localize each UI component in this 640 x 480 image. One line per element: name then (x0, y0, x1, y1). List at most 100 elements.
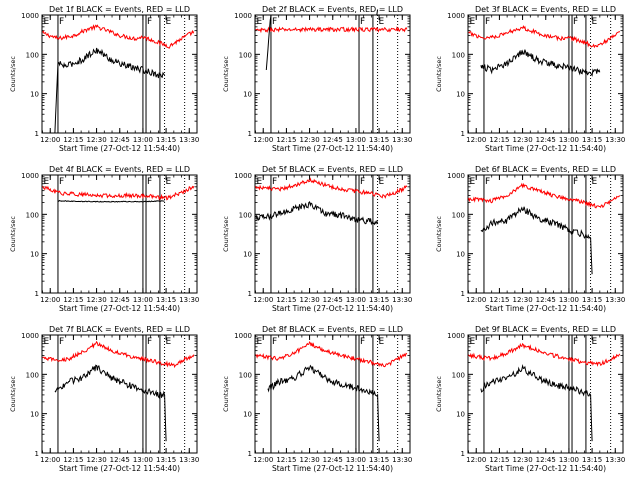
x-tick-label: 13:00 (133, 456, 153, 464)
y-tick-label: 1 (461, 290, 465, 298)
flag-marker: F (573, 337, 578, 347)
x-tick-label: 13:30 (179, 136, 199, 144)
x-tick-label: 13:30 (605, 456, 625, 464)
x-tick-label: 12:45 (110, 296, 130, 304)
y-tick-label: 1000 (21, 332, 39, 340)
x-tick-label: 13:00 (133, 296, 153, 304)
x-axis-label: Start Time (27-Oct-12 11:54:40) (59, 304, 180, 313)
y-tick-label: 100 (26, 51, 39, 59)
x-tick-label: 13:00 (133, 136, 153, 144)
flag-marker: F (485, 17, 490, 27)
flag-marker: E (44, 177, 50, 187)
series-lld-line (468, 24, 621, 49)
plot-frame (41, 334, 198, 454)
x-tick-label: 13:15 (156, 296, 176, 304)
x-tick-label: 12:30 (512, 296, 532, 304)
x-axis-label: Start Time (27-Oct-12 11:54:40) (272, 144, 393, 153)
x-tick-label: 12:00 (40, 296, 60, 304)
panel-title: Det 7f BLACK = Events, RED = LLD (49, 325, 190, 334)
flag-marker: F (147, 177, 152, 187)
y-tick-label: 1000 (234, 172, 252, 180)
x-tick-label: 12:15 (276, 136, 296, 144)
x-tick-label: 12:00 (253, 136, 273, 144)
x-tick-label: 12:45 (323, 456, 343, 464)
flag-marker: F (573, 177, 578, 187)
flag-marker: F (272, 177, 277, 187)
series-lld-line (255, 341, 408, 368)
y-axis-label: Counts/sec (435, 376, 443, 412)
y-tick-label: 10 (456, 91, 465, 99)
plot-frame (254, 174, 411, 294)
y-tick-label: 100 (452, 51, 465, 59)
flag-marker: E (44, 17, 50, 27)
x-tick-label: 13:15 (369, 136, 389, 144)
x-tick-label: 12:00 (40, 456, 60, 464)
series-events-line (267, 364, 380, 442)
y-axis-label: Counts/sec (222, 376, 230, 412)
y-tick-label: 1 (248, 130, 252, 138)
panel-title: Det 3f BLACK = Events, RED = LLD (475, 5, 616, 14)
y-tick-label: 10 (456, 251, 465, 259)
panel-title: Det 5f BLACK = Events, RED = LLD (262, 165, 403, 174)
series-lld-line (468, 342, 621, 367)
y-tick-label: 10 (456, 411, 465, 419)
x-tick-label: 13:15 (582, 136, 602, 144)
y-tick-label: 100 (239, 51, 252, 59)
x-tick-label: 12:00 (253, 296, 273, 304)
series-events-line (480, 206, 593, 275)
y-tick-label: 1000 (21, 172, 39, 180)
x-tick-label: 12:15 (276, 456, 296, 464)
plot-frame (254, 14, 411, 134)
flag-marker: F (485, 337, 490, 347)
x-tick-label: 13:30 (605, 136, 625, 144)
y-tick-label: 1 (461, 450, 465, 458)
y-tick-label: 1000 (447, 332, 465, 340)
flag-marker: E (470, 337, 476, 347)
flag-marker: E (257, 177, 263, 187)
x-tick-label: 12:15 (489, 296, 509, 304)
x-tick-label: 13:15 (369, 296, 389, 304)
x-tick-label: 13:00 (346, 456, 366, 464)
flag-marker: F (360, 337, 365, 347)
x-tick-label: 13:00 (559, 456, 579, 464)
x-tick-label: 13:15 (582, 296, 602, 304)
y-tick-label: 1000 (234, 12, 252, 20)
series-lld-line (255, 26, 408, 34)
x-tick-label: 13:30 (392, 296, 412, 304)
flag-marker: E (592, 17, 598, 27)
series-events-line (54, 364, 167, 442)
x-axis-label: Start Time (27-Oct-12 11:54:40) (272, 304, 393, 313)
y-tick-label: 10 (30, 411, 39, 419)
x-tick-label: 12:00 (40, 136, 60, 144)
flag-marker: E (44, 337, 50, 347)
series-lld-line (42, 24, 195, 49)
panel-title: Det 4f BLACK = Events, RED = LLD (49, 165, 190, 174)
x-tick-label: 12:30 (86, 296, 106, 304)
flag-marker: E (592, 177, 598, 187)
flag-marker: F (573, 17, 578, 27)
x-axis-label: Start Time (27-Oct-12 11:54:40) (59, 144, 180, 153)
y-tick-label: 10 (243, 411, 252, 419)
x-tick-label: 12:15 (489, 456, 509, 464)
y-axis-label: Counts/sec (222, 216, 230, 252)
flag-marker: F (147, 17, 152, 27)
flag-marker: E (379, 17, 385, 27)
x-tick-label: 13:30 (392, 456, 412, 464)
x-tick-label: 12:15 (489, 136, 509, 144)
x-tick-label: 13:15 (156, 456, 176, 464)
y-axis-label: Counts/sec (435, 56, 443, 92)
series-lld-line (255, 177, 408, 199)
y-tick-label: 10 (243, 251, 252, 259)
y-tick-label: 1000 (21, 12, 39, 20)
series-events-line (265, 9, 379, 71)
x-tick-label: 12:15 (63, 456, 83, 464)
flag-marker: F (272, 17, 277, 27)
flag-marker: F (59, 177, 64, 187)
x-tick-label: 12:15 (63, 136, 83, 144)
series-lld-line (468, 182, 621, 209)
x-tick-label: 13:30 (179, 456, 199, 464)
x-tick-label: 13:15 (369, 456, 389, 464)
x-tick-label: 13:00 (559, 296, 579, 304)
panel-title: Det 9f BLACK = Events, RED = LLD (475, 325, 616, 334)
